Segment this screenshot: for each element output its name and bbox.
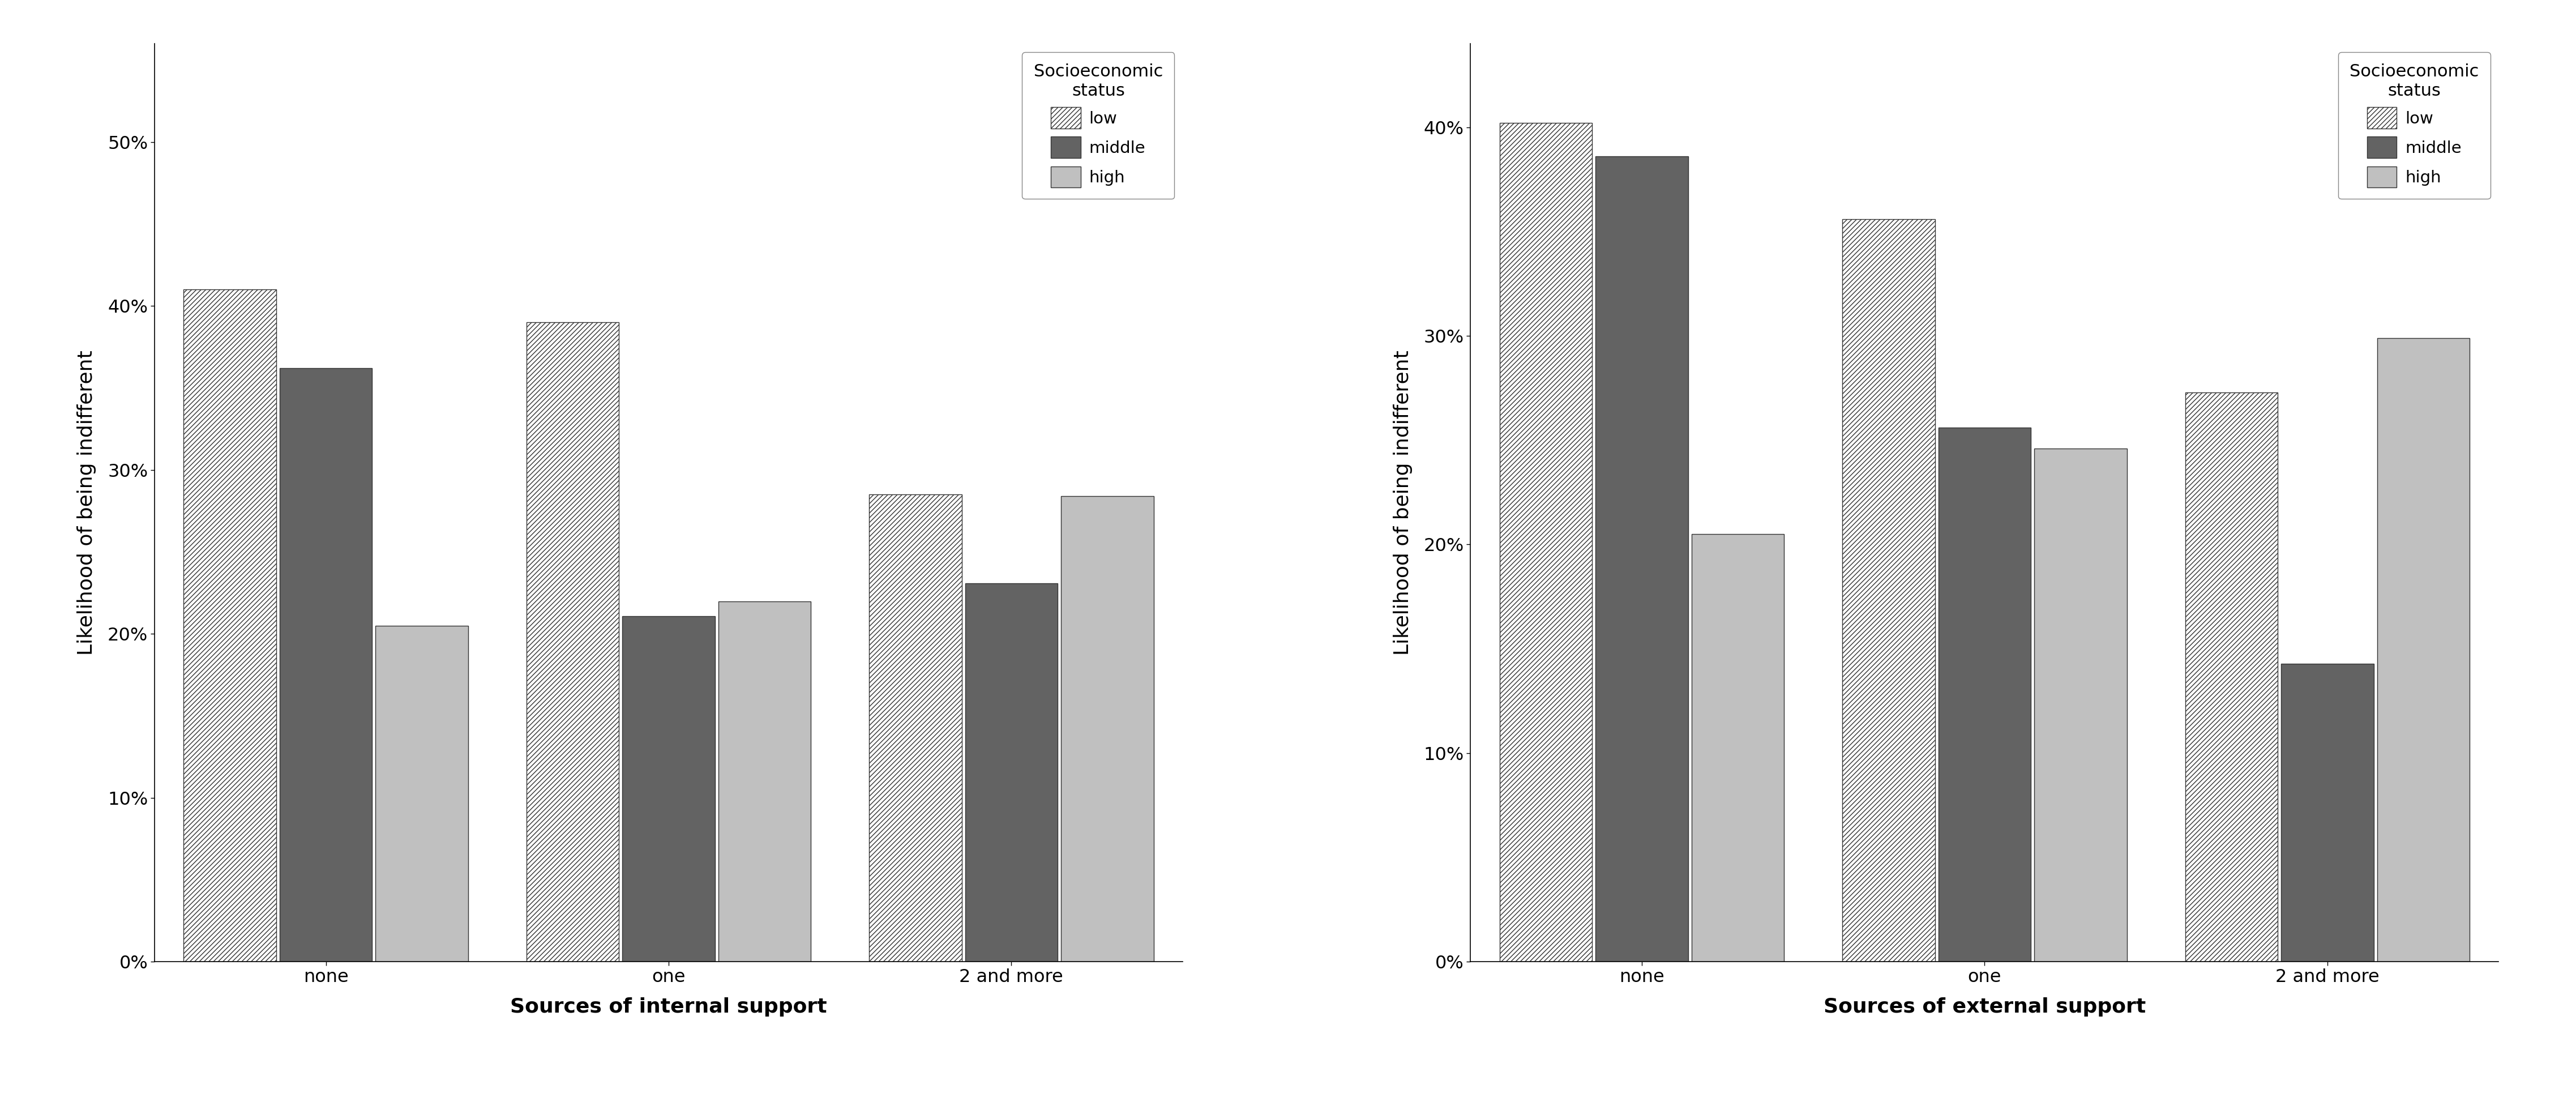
X-axis label: Sources of internal support: Sources of internal support	[510, 997, 827, 1016]
Bar	[1595, 156, 1687, 962]
Bar	[719, 601, 811, 962]
Y-axis label: Likelihood of being indifferent: Likelihood of being indifferent	[77, 350, 95, 656]
Bar	[2184, 392, 2277, 962]
Bar	[1937, 427, 2030, 962]
Bar	[623, 616, 716, 962]
Bar	[2282, 663, 2372, 962]
Bar	[281, 368, 371, 962]
X-axis label: Sources of external support: Sources of external support	[1824, 997, 2146, 1016]
Bar	[2035, 448, 2128, 962]
Bar	[1499, 124, 1592, 962]
Legend: low, middle, high: low, middle, high	[1023, 52, 1175, 199]
Bar	[1061, 496, 1154, 962]
Bar	[2378, 338, 2470, 962]
Bar	[183, 290, 276, 962]
Bar	[1842, 219, 1935, 962]
Bar	[1692, 534, 1785, 962]
Bar	[526, 322, 618, 962]
Bar	[376, 625, 469, 962]
Y-axis label: Likelihood of being indifferent: Likelihood of being indifferent	[1394, 350, 1412, 656]
Bar	[966, 584, 1059, 962]
Legend: low, middle, high: low, middle, high	[2339, 52, 2491, 199]
Bar	[868, 494, 961, 962]
